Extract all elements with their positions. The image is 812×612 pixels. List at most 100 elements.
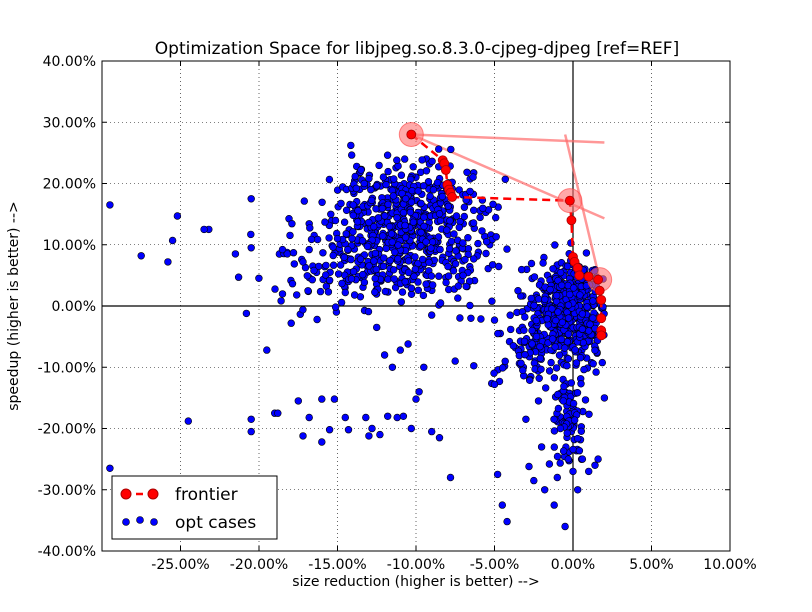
- opt-case-point: [397, 298, 405, 306]
- opt-case-point: [556, 268, 565, 277]
- opt-case-point: [370, 257, 378, 265]
- opt-case-point: [451, 260, 460, 268]
- frontier-point: [440, 165, 451, 175]
- opt-case-point: [544, 321, 552, 329]
- opt-case-point: [573, 389, 582, 397]
- opt-case-point: [242, 309, 251, 318]
- opt-case-point: [567, 379, 575, 387]
- opt-case-point: [289, 249, 298, 257]
- opt-case-point: [521, 313, 529, 321]
- opt-case-point: [342, 206, 351, 215]
- opt-case-point: [482, 249, 490, 258]
- opt-case-point: [331, 303, 340, 311]
- opt-case-point: [391, 248, 399, 256]
- opt-case-point: [374, 214, 383, 222]
- opt-case-point: [379, 262, 388, 270]
- opt-case-point: [443, 226, 451, 234]
- opt-case-point: [589, 360, 597, 368]
- opt-case-point: [466, 301, 474, 310]
- opt-case-point: [383, 151, 392, 159]
- y-tick-label: 30.00%: [43, 115, 96, 131]
- opt-case-point: [418, 255, 427, 264]
- opt-case-point: [554, 390, 562, 399]
- opt-case-point: [451, 357, 459, 365]
- opt-case-point: [293, 291, 301, 299]
- frontier-point: [406, 129, 417, 140]
- opt-case-point: [407, 290, 416, 298]
- opt-case-point: [401, 278, 409, 286]
- opt-case-point: [429, 186, 438, 194]
- opt-case-point: [463, 168, 471, 177]
- opt-case-point: [565, 290, 574, 299]
- opt-case-point: [288, 220, 296, 228]
- opt-case-point: [388, 238, 396, 246]
- opt-case-point: [527, 259, 536, 268]
- opt-case-point: [340, 218, 349, 226]
- opt-case-point: [592, 368, 600, 376]
- opt-case-point: [428, 238, 437, 246]
- opt-case-point: [456, 314, 464, 322]
- legend-frontier-label: frontier: [175, 485, 238, 505]
- opt-case-point: [459, 271, 467, 280]
- opt-case-point: [581, 396, 590, 404]
- opt-case-point: [322, 261, 330, 270]
- opt-case-point: [501, 357, 509, 365]
- opt-case-point: [535, 374, 543, 382]
- opt-case-point: [390, 275, 398, 283]
- opt-case-point: [315, 262, 323, 271]
- opt-case-point: [460, 203, 469, 211]
- opt-case-point: [464, 234, 472, 242]
- y-tick-label: -30.00%: [38, 483, 96, 499]
- opt-case-point: [394, 255, 402, 263]
- opt-case-point: [490, 380, 499, 389]
- opt-case-point: [247, 244, 255, 252]
- reference-line: [563, 134, 601, 280]
- opt-case-point: [290, 260, 298, 268]
- opt-case-point: [545, 460, 554, 468]
- opt-case-point: [409, 218, 418, 226]
- opt-case-point: [452, 212, 461, 220]
- x-axis-label: size reduction (higher is better) -->: [292, 574, 539, 590]
- opt-case-point: [316, 287, 325, 296]
- opt-case-point: [347, 275, 356, 283]
- opt-case-point: [426, 192, 434, 200]
- opt-case-point: [576, 291, 584, 299]
- opt-case-point: [380, 351, 389, 359]
- x-tick-label: 10.00%: [703, 557, 756, 573]
- opt-case-point: [406, 208, 415, 217]
- opt-case-point: [436, 245, 444, 254]
- frontier-series: [398, 122, 613, 341]
- opt-case-point: [390, 266, 398, 274]
- opt-case-point: [308, 276, 316, 284]
- opt-case-point: [401, 221, 409, 230]
- frontier-point: [574, 270, 585, 281]
- legend-frontier-marker: [120, 488, 132, 500]
- opt-case-point: [561, 522, 569, 531]
- opt-case-point: [584, 467, 593, 476]
- legend-opt-marker: [122, 518, 130, 526]
- frontier-point: [596, 330, 607, 341]
- opt-case-point: [321, 218, 329, 226]
- opt-case-point: [521, 351, 529, 359]
- opt-case-point: [347, 255, 355, 264]
- opt-case-point: [427, 272, 436, 280]
- frontier-point: [447, 192, 458, 202]
- opt-case-point: [474, 239, 482, 248]
- opt-case-point: [286, 231, 294, 240]
- opt-case-point: [365, 432, 373, 440]
- opt-case-point: [470, 206, 478, 215]
- opt-case-point: [417, 199, 425, 208]
- opt-case-point: [402, 195, 410, 203]
- opt-case-point: [354, 207, 362, 215]
- y-tick-label: -40.00%: [38, 544, 96, 560]
- opt-case-point: [376, 430, 384, 439]
- opt-case-point: [313, 235, 322, 244]
- opt-case-point: [399, 209, 408, 217]
- opt-case-point: [557, 281, 566, 289]
- frontier-point: [596, 294, 607, 305]
- opt-case-point: [404, 340, 412, 348]
- chart-title: Optimization Space for libjpeg.so.8.3.0-…: [155, 39, 679, 59]
- opt-case-point: [310, 266, 318, 275]
- opt-case-point: [548, 305, 556, 313]
